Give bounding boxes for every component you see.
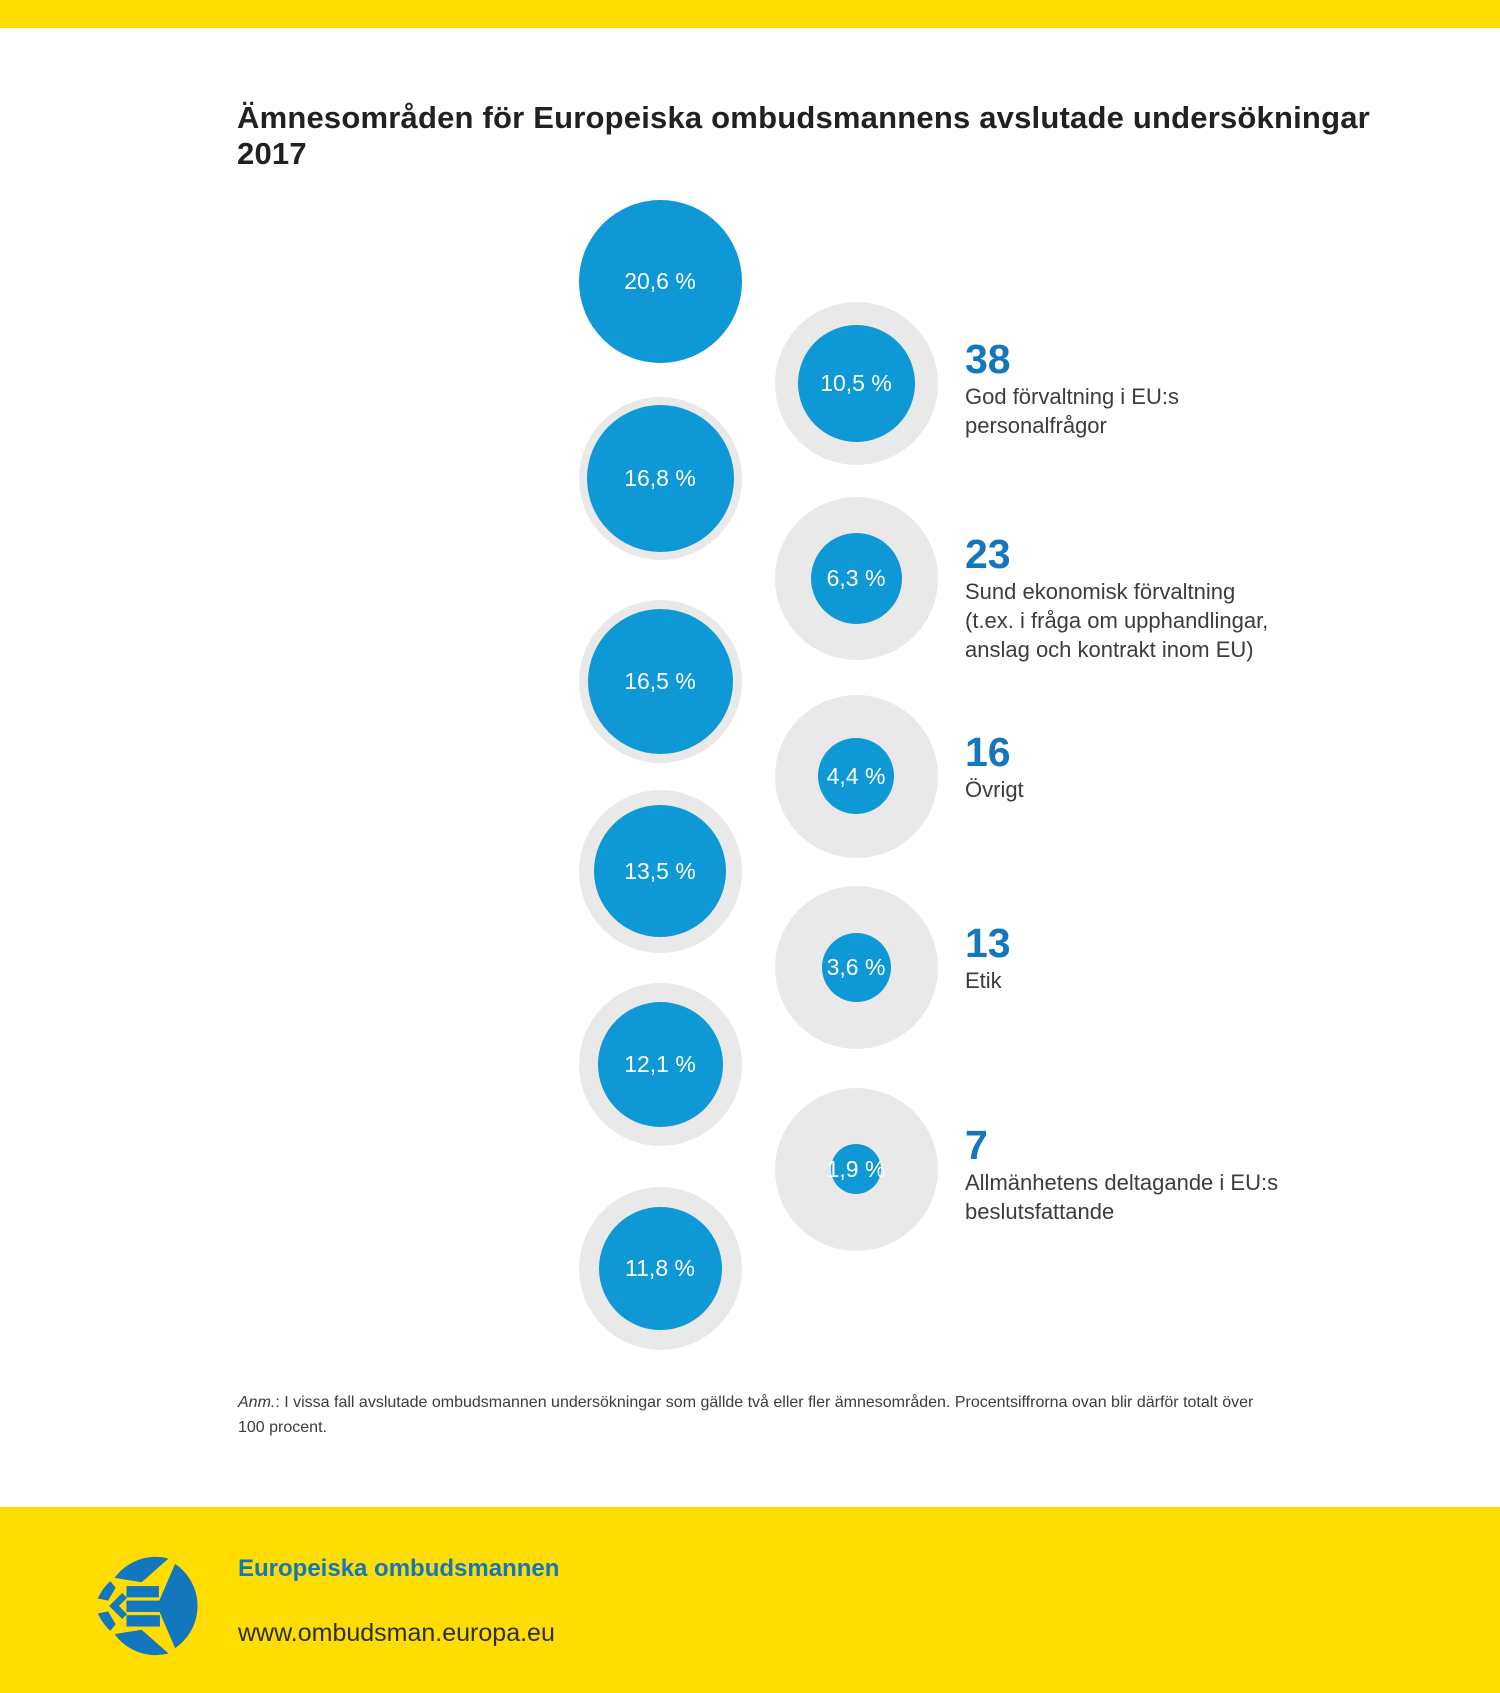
top-yellow-bar — [0, 0, 1500, 28]
page-title: Ämnesområden för Europeiska ombudsmannen… — [237, 100, 1370, 171]
bubble-label: Allmänhetens deltagande i EU:s — [965, 1170, 1279, 1195]
bubble-circle: 20,6 % — [578, 199, 742, 363]
bubble-percentage: 12,1 % — [624, 1050, 696, 1077]
bubble-label: Övrigt — [965, 777, 1024, 802]
bubble-label: Etik — [965, 968, 1002, 993]
bubble-percentage: 16,5 % — [624, 667, 696, 694]
bubble-circle: 11,8 % — [598, 1206, 722, 1330]
bubble-percentage: 11,8 % — [625, 1254, 695, 1281]
bubble-circle: 6,3 % — [810, 532, 902, 624]
bubble-label: anslag och kontrakt inom EU) — [965, 637, 1254, 662]
bubble-percentage: 20,6 % — [624, 267, 696, 294]
footer-band — [0, 1507, 1500, 1693]
bubble-label: Sund ekonomisk förvaltning — [965, 579, 1236, 604]
bubble-label: personalfrågor — [965, 413, 1107, 438]
bubble-circle: 1,9 % — [827, 1144, 885, 1194]
bubble-count: 16 — [965, 729, 1011, 775]
bubble-percentage: 13,5 % — [624, 857, 696, 884]
bubble-circle: 10,5 % — [797, 324, 915, 442]
bubble-count: 38 — [965, 336, 1011, 382]
bubble-percentage: 1,9 % — [826, 1155, 886, 1182]
bubble-count: 7 — [965, 1122, 988, 1168]
bubble-percentage: 6,3 % — [826, 564, 886, 591]
bubble-circle: 4,4 % — [818, 738, 894, 814]
bubble-caption: 16 Övrigt — [965, 730, 1395, 804]
bubble-circle: 13,5 % — [594, 805, 726, 937]
bubble-circle: 3,6 % — [821, 932, 891, 1002]
bubble-circle: 12,1 % — [597, 1001, 723, 1127]
footnote-text-line2: 100 procent. — [238, 1419, 327, 1436]
european-ombudsman-logo-icon — [97, 1556, 198, 1656]
bubble-count: 13 — [965, 920, 1011, 966]
bubble-caption: 38 God förvaltning i EU:s personalfrågor — [965, 337, 1395, 440]
footnote-text: : I vissa fall avslutade ombudsmannen un… — [275, 1394, 1254, 1411]
bubble-count: 23 — [965, 531, 1011, 577]
footnote-prefix: Anm. — [238, 1394, 276, 1411]
bubble-caption: 7 Allmänhetens deltagande i EU:s besluts… — [965, 1123, 1395, 1226]
bubble-percentage: 4,4 % — [826, 762, 886, 789]
bubble-label: God förvaltning i EU:s — [965, 384, 1179, 409]
footer-org-name: Europeiska ombudsmannen — [238, 1555, 560, 1582]
bubble-circle: 16,5 % — [587, 608, 733, 754]
bubble-label: beslutsfattande — [965, 1199, 1115, 1224]
bubble-percentage: 16,8 % — [624, 464, 696, 491]
bubble-circle: 16,8 % — [586, 404, 734, 552]
footnote: Anm.: I vissa fall avslutade ombudsmanne… — [238, 1390, 1438, 1440]
bubble-percentage: 10,5 % — [820, 369, 892, 396]
bubble-caption: 13 Etik — [965, 921, 1395, 995]
bubble-percentage: 3,6 % — [826, 953, 886, 980]
bubble-caption: 23 Sund ekonomisk förvaltning (t.ex. i f… — [965, 532, 1395, 664]
bubble-label: (t.ex. i fråga om upphandlingar, — [965, 608, 1269, 633]
footer-url: www.ombudsman.europa.eu — [238, 1619, 555, 1647]
